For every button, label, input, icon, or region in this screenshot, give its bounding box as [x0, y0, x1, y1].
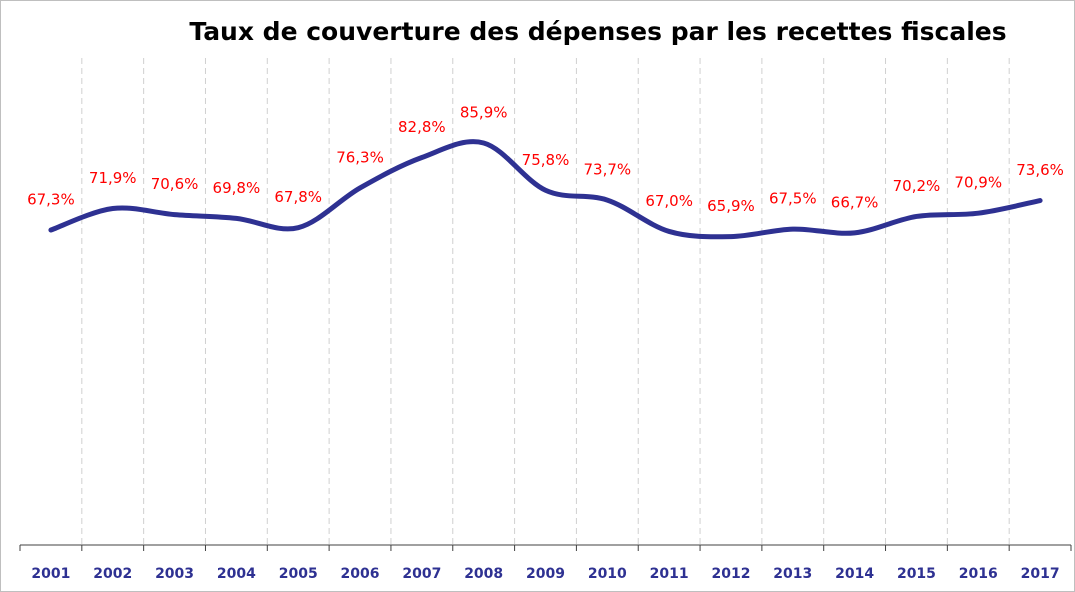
x-tick-label: 2015 [897, 566, 936, 582]
x-tick-label: 2004 [217, 566, 256, 582]
x-tick-label: 2007 [402, 566, 441, 582]
data-label: 70,6% [151, 175, 199, 193]
data-label: 67,5% [769, 190, 817, 208]
data-label: 70,9% [954, 174, 1002, 192]
data-label: 73,6% [1016, 161, 1064, 179]
x-tick-label: 2010 [588, 566, 627, 582]
x-tick-label: 2006 [341, 566, 380, 582]
data-label: 71,9% [89, 169, 137, 187]
data-label: 67,0% [645, 192, 693, 210]
data-label: 73,7% [583, 161, 631, 179]
chart-title: Taux de couverture des dépenses par les … [189, 17, 1006, 46]
data-label: 85,9% [460, 103, 508, 121]
x-tick-label: 2008 [464, 566, 503, 582]
data-label: 82,8% [398, 118, 446, 136]
x-tick-label: 2001 [31, 566, 70, 582]
x-tick-label: 2017 [1021, 566, 1060, 582]
x-tick-label: 2002 [93, 566, 132, 582]
x-tick-label: 2003 [155, 566, 194, 582]
x-tick-label: 2012 [711, 566, 750, 582]
data-label: 75,8% [522, 151, 570, 169]
series-line [48, 139, 1043, 240]
x-tick-label: 2013 [773, 566, 812, 582]
data-label: 67,3% [27, 191, 75, 209]
x-tick-label: 2009 [526, 566, 565, 582]
data-label: 67,8% [274, 188, 322, 206]
x-tick-label: 2016 [959, 566, 998, 582]
x-tick-label: 2011 [650, 566, 689, 582]
data-label: 76,3% [336, 148, 384, 166]
x-tick-label: 2005 [279, 566, 318, 582]
data-label: 66,7% [831, 193, 879, 211]
data-label: 65,9% [707, 197, 755, 215]
data-label: 69,8% [213, 179, 261, 197]
data-label: 70,2% [893, 177, 941, 195]
x-tick-label: 2014 [835, 566, 874, 582]
